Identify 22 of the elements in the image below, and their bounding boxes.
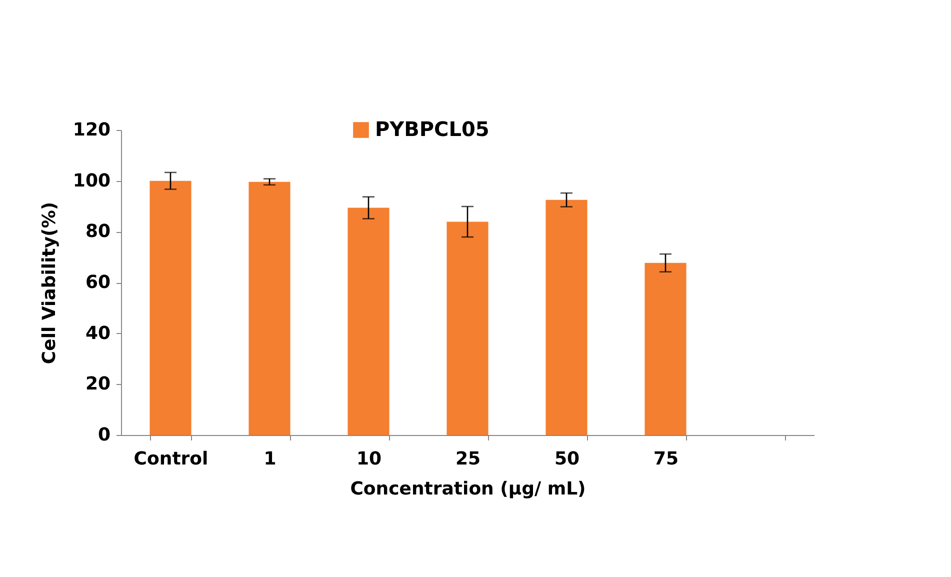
x-axis-title: Concentration (µg/ mL)	[350, 478, 586, 500]
y-tick-label: 100	[72, 170, 110, 192]
y-tick-label: 60	[85, 272, 110, 293]
x-tick-label: 50	[554, 448, 580, 470]
y-tick-label: 0	[98, 424, 110, 446]
bar	[546, 200, 588, 435]
bar	[446, 222, 488, 435]
bar	[644, 262, 686, 435]
y-axis-title: Cell Viability(%)	[38, 202, 60, 364]
x-tick-label: 75	[653, 448, 679, 470]
x-tick-label: 25	[455, 448, 481, 470]
y-tick-label: 40	[85, 322, 110, 344]
bar	[348, 208, 390, 435]
bar	[248, 182, 290, 435]
legend-label: PYBPCL05	[375, 117, 490, 141]
x-tick-label: 10	[356, 448, 382, 470]
y-tick-label: 120	[72, 120, 110, 140]
x-tick-label: 1	[264, 448, 276, 470]
x-tick-label: Control	[134, 448, 208, 470]
bar	[150, 180, 192, 435]
y-tick-label: 80	[85, 221, 110, 242]
y-tick-label: 20	[85, 374, 110, 395]
